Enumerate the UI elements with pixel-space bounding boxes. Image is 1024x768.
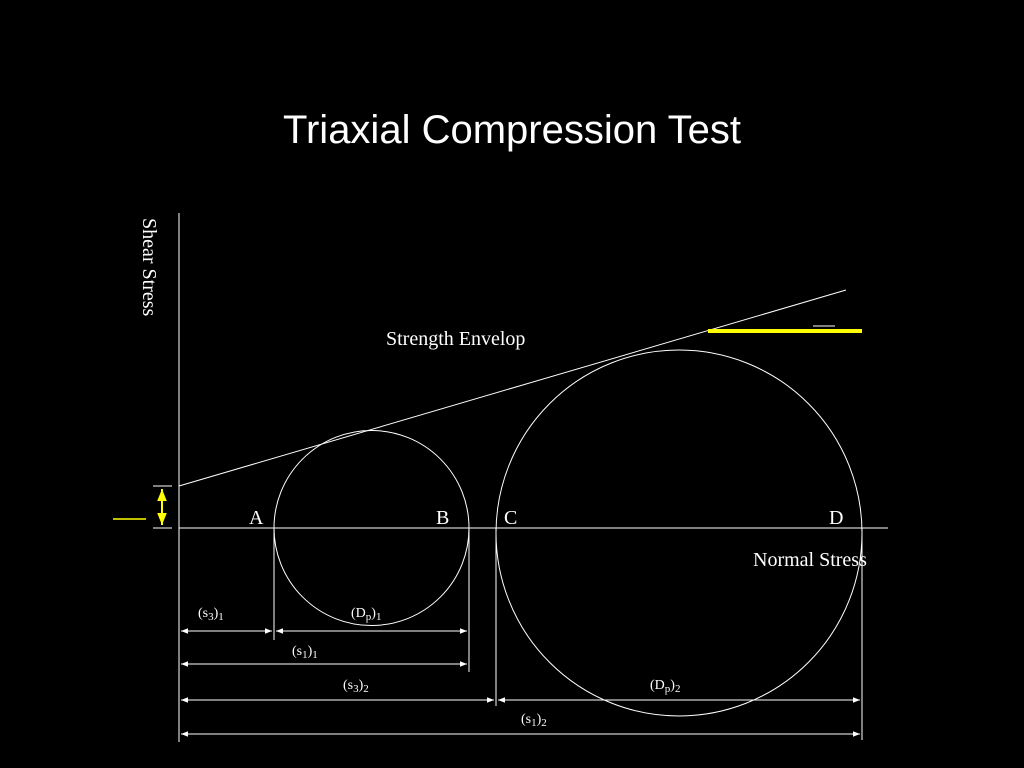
label-dp-1: (Dp)1 [351,606,381,623]
label-s1-1: (s1)1 [292,644,318,661]
point-a-label: A [249,507,264,529]
label-dp-2: (Dp)2 [650,678,680,695]
point-b-label: B [436,507,449,529]
point-c-label: C [504,507,517,529]
label-s3-2: (s3)2 [343,678,369,695]
slide-title: Triaxial Compression Test [283,108,741,152]
normal-stress-label: Normal Stress [753,549,867,571]
label-s1-2: (s1)2 [521,712,547,729]
strength-envelope-line [178,289,847,487]
label-s3-1: (s3)1 [198,606,224,623]
mohr-circle-2 [495,349,863,717]
strength-envelope-label: Strength Envelop [386,328,525,350]
shear-stress-label: Shear Stress [138,218,160,317]
point-d-label: D [829,507,843,529]
